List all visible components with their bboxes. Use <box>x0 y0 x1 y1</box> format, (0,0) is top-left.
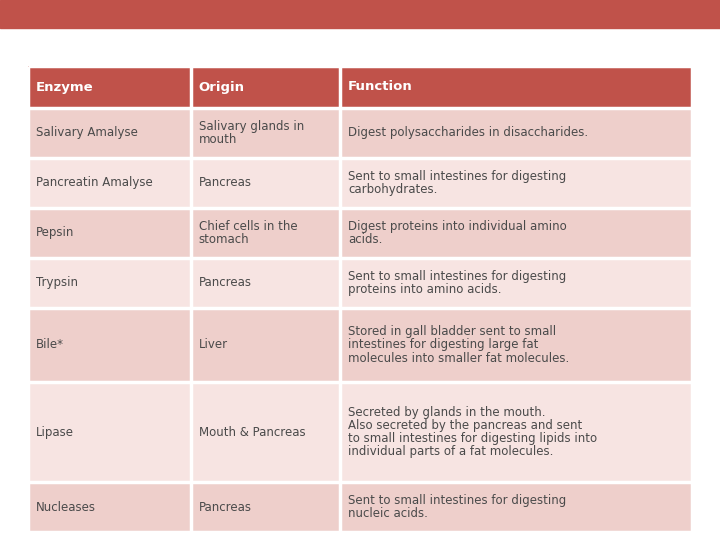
Text: Salivary Amalyse: Salivary Amalyse <box>36 126 138 139</box>
Bar <box>340 108 692 158</box>
Bar <box>340 208 692 258</box>
Text: Mouth & Pancreas: Mouth & Pancreas <box>199 426 305 438</box>
Text: Stored in gall bladder sent to small: Stored in gall bladder sent to small <box>348 325 557 338</box>
Bar <box>28 108 191 158</box>
Text: Pancreas: Pancreas <box>199 276 252 289</box>
Text: Nucleases: Nucleases <box>36 501 96 514</box>
Bar <box>191 108 340 158</box>
Bar <box>191 382 340 482</box>
Text: Chief cells in the: Chief cells in the <box>199 220 297 233</box>
Text: Lipase: Lipase <box>36 426 74 438</box>
Text: nucleic acids.: nucleic acids. <box>348 507 428 520</box>
Bar <box>191 66 340 108</box>
Text: Pancreas: Pancreas <box>199 501 252 514</box>
Text: Enzyme: Enzyme <box>36 80 94 93</box>
Bar <box>191 208 340 258</box>
Bar <box>340 482 692 532</box>
Text: Also secreted by the pancreas and sent: Also secreted by the pancreas and sent <box>348 419 582 432</box>
Bar <box>191 307 340 382</box>
Bar <box>28 382 191 482</box>
Text: individual parts of a fat molecules.: individual parts of a fat molecules. <box>348 446 554 458</box>
Bar <box>28 258 191 307</box>
Text: acids.: acids. <box>348 233 382 246</box>
Text: Digest polysaccharides in disaccharides.: Digest polysaccharides in disaccharides. <box>348 126 588 139</box>
Text: Pepsin: Pepsin <box>36 226 74 239</box>
Text: carbohydrates.: carbohydrates. <box>348 183 438 196</box>
Text: Sent to small intestines for digesting: Sent to small intestines for digesting <box>348 269 567 282</box>
Text: Trypsin: Trypsin <box>36 276 78 289</box>
Text: Pancreas: Pancreas <box>199 177 252 190</box>
Bar <box>340 382 692 482</box>
Bar <box>28 66 191 108</box>
Text: Digest proteins into individual amino: Digest proteins into individual amino <box>348 220 567 233</box>
Bar <box>191 158 340 208</box>
Text: mouth: mouth <box>199 133 237 146</box>
Text: Secreted by glands in the mouth.: Secreted by glands in the mouth. <box>348 406 546 419</box>
Text: Origin: Origin <box>199 80 245 93</box>
Text: stomach: stomach <box>199 233 249 246</box>
Bar <box>0 0 720 28</box>
Text: Liver: Liver <box>199 339 228 352</box>
Bar <box>340 307 692 382</box>
Text: molecules into smaller fat molecules.: molecules into smaller fat molecules. <box>348 352 570 365</box>
Bar <box>191 482 340 532</box>
Text: proteins into amino acids.: proteins into amino acids. <box>348 282 502 296</box>
Text: Pancreatin Amalyse: Pancreatin Amalyse <box>36 177 153 190</box>
Text: Bile*: Bile* <box>36 339 64 352</box>
Bar <box>340 66 692 108</box>
Bar <box>28 158 191 208</box>
Text: Sent to small intestines for digesting: Sent to small intestines for digesting <box>348 170 567 183</box>
Text: intestines for digesting large fat: intestines for digesting large fat <box>348 339 539 352</box>
Text: Sent to small intestines for digesting: Sent to small intestines for digesting <box>348 494 567 507</box>
Text: to small intestines for digesting lipids into: to small intestines for digesting lipids… <box>348 433 597 446</box>
Bar <box>340 158 692 208</box>
Bar <box>28 482 191 532</box>
Bar <box>340 258 692 307</box>
Bar <box>191 258 340 307</box>
Text: Salivary glands in: Salivary glands in <box>199 120 304 133</box>
Bar <box>28 307 191 382</box>
Text: Function: Function <box>348 80 413 93</box>
Bar <box>28 208 191 258</box>
